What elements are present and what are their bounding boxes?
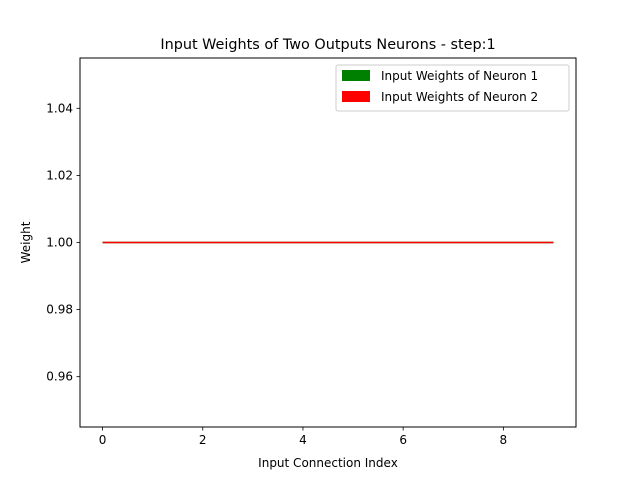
legend-label-1: Input Weights of Neuron 1 [381, 69, 538, 83]
x-tick-label: 0 [99, 433, 107, 447]
y-tick-label: 0.96 [46, 370, 73, 384]
x-axis-label: Input Connection Index [258, 456, 398, 470]
y-tick-label: 1.02 [46, 168, 73, 182]
legend-label-2: Input Weights of Neuron 2 [381, 90, 538, 104]
legend-swatch-1 [342, 70, 370, 81]
legend-swatch-2 [342, 91, 370, 102]
legend-frame [335, 64, 570, 112]
x-tick-label: 4 [299, 433, 307, 447]
legend: Input Weights of Neuron 1 Input Weights o… [335, 64, 570, 112]
y-tick-label: 1.00 [46, 236, 73, 250]
x-axis: 0 2 4 6 8 [99, 427, 507, 447]
y-tick-label: 1.04 [46, 101, 73, 115]
x-tick-label: 2 [199, 433, 207, 447]
chart-title: Input Weights of Two Outputs Neurons - s… [160, 37, 495, 53]
y-axis-label: Weight [19, 221, 33, 263]
legend-items: Input Weights of Neuron 1 Input Weights o… [342, 69, 538, 104]
x-tick-label: 6 [399, 433, 407, 447]
y-tick-label: 0.98 [46, 303, 73, 317]
y-axis: 0.96 0.98 1.00 1.02 1.04 [46, 101, 80, 384]
x-tick-label: 8 [500, 433, 508, 447]
